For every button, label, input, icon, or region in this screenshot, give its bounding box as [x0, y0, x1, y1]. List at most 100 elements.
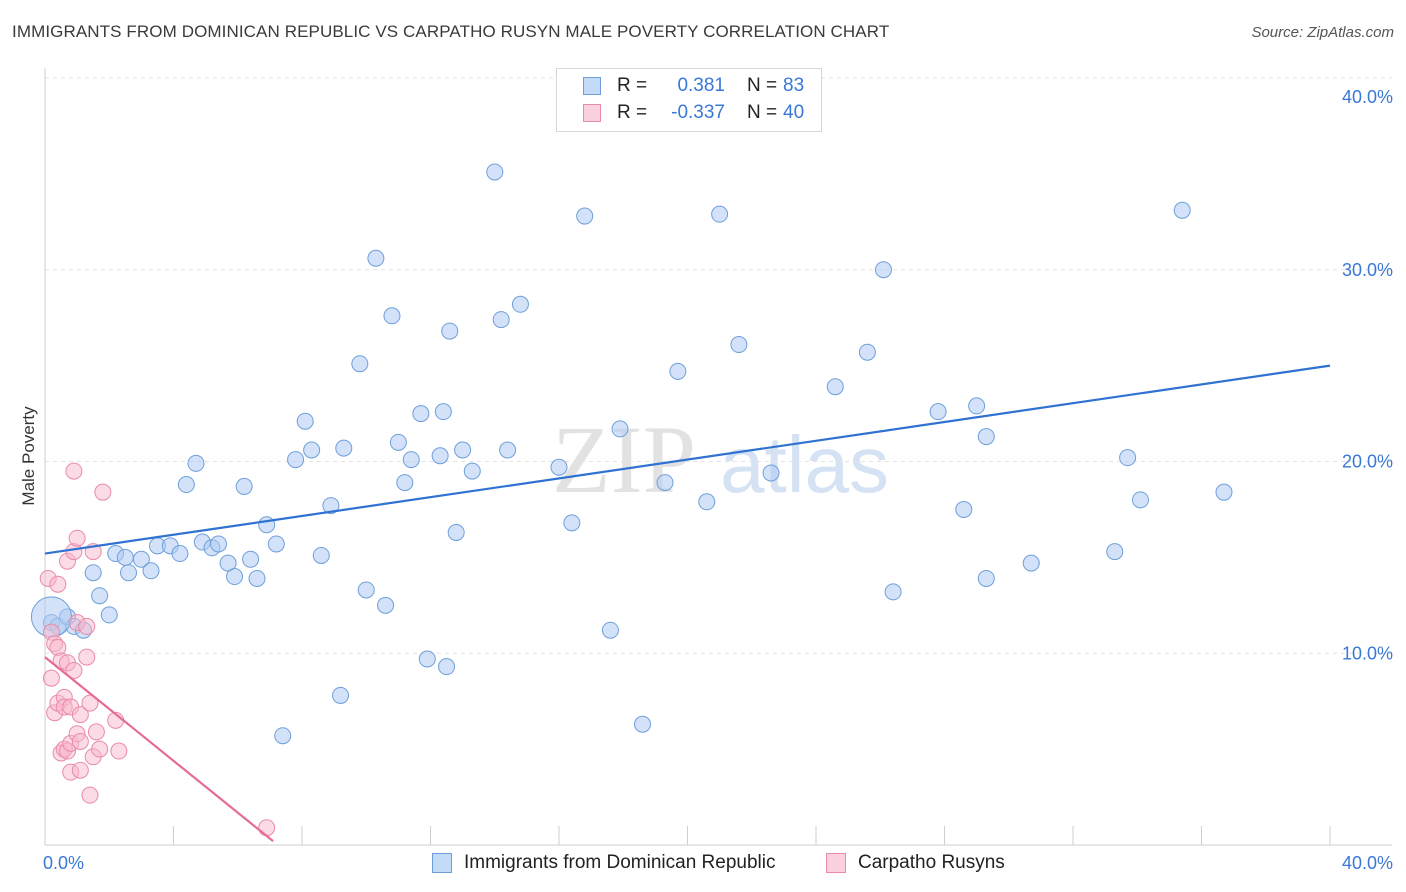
data-point-rusyn	[78, 648, 96, 666]
legend-r-value: 0.381	[677, 75, 725, 96]
legend-swatch-pink	[826, 853, 846, 873]
data-point-dominican	[486, 163, 504, 181]
x-tick-label: 0.0%	[43, 853, 84, 873]
data-point-dominican	[120, 564, 138, 582]
data-point-dominican	[332, 686, 350, 704]
data-point-rusyn	[71, 706, 89, 724]
data-point-dominican	[132, 550, 150, 568]
legend-row-rusyn: R = -0.337 N = 40	[583, 100, 804, 126]
data-point-dominican	[977, 428, 995, 446]
data-point-rusyn	[258, 819, 276, 837]
data-point-dominican	[762, 464, 780, 482]
legend-n-label: N =	[747, 75, 778, 96]
data-point-dominican	[511, 295, 529, 313]
data-point-dominican	[335, 439, 353, 457]
data-point-dominican	[187, 454, 205, 472]
data-point-dominican	[929, 403, 947, 421]
data-point-dominican	[322, 497, 340, 515]
data-point-dominican	[463, 462, 481, 480]
data-point-rusyn	[78, 617, 96, 635]
legend-r-value: -0.337	[671, 102, 725, 123]
data-point-dominican	[418, 650, 436, 668]
data-point-dominican	[499, 441, 517, 459]
data-point-dominican	[116, 548, 134, 566]
legend-swatch-pink	[583, 104, 601, 122]
legend-label-dominican: Immigrants from Dominican Republic	[464, 852, 776, 873]
data-point-dominican	[383, 307, 401, 325]
data-point-dominican	[351, 355, 369, 373]
data-point-rusyn	[81, 786, 99, 804]
data-point-dominican	[402, 451, 420, 469]
data-point-dominican	[669, 362, 687, 380]
data-point-dominican	[235, 477, 253, 495]
stats-legend: R = 0.381 N = 83 R = -0.337 N = 40	[556, 68, 822, 132]
data-point-dominican	[412, 405, 430, 423]
data-point-dominican	[267, 535, 285, 553]
y-tick-labels: 10.0% 20.0% 30.0% 40.0%	[1342, 87, 1393, 663]
data-point-dominican	[492, 311, 510, 329]
data-point-dominican	[303, 441, 321, 459]
data-point-dominican	[698, 493, 716, 511]
data-point-dominican	[563, 514, 581, 532]
data-point-dominican	[438, 658, 456, 676]
data-point-rusyn	[65, 662, 83, 680]
data-point-dominican	[730, 336, 748, 354]
data-point-rusyn	[94, 483, 112, 501]
data-point-dominican	[100, 606, 118, 624]
series-rusyn-points	[39, 462, 276, 837]
data-point-dominican	[1215, 483, 1233, 501]
data-point-rusyn	[71, 761, 89, 779]
series-dominican-points	[30, 163, 1233, 745]
series-legend: Immigrants from Dominican Republic Carpa…	[0, 852, 1406, 878]
data-point-rusyn	[91, 740, 109, 758]
y-tick-label: 20.0%	[1342, 452, 1393, 472]
data-point-dominican	[248, 569, 266, 587]
watermark: ZIP atlas	[552, 406, 889, 513]
data-point-dominican	[884, 583, 902, 601]
data-point-dominican	[431, 447, 449, 465]
legend-item-rusyn[interactable]: Carpatho Rusyns	[826, 852, 1005, 874]
axes	[44, 68, 1392, 846]
data-point-dominican	[296, 412, 314, 430]
data-point-dominican	[91, 587, 109, 605]
data-point-dominican	[177, 476, 195, 494]
data-point-rusyn	[110, 742, 128, 760]
data-point-rusyn	[68, 529, 86, 547]
data-point-dominican	[550, 458, 568, 476]
data-point-dominican	[377, 596, 395, 614]
x-tick-label: 40.0%	[1342, 853, 1393, 873]
data-point-rusyn	[65, 462, 83, 480]
data-point-dominican	[209, 535, 227, 553]
trend-line-dominican	[44, 364, 1331, 555]
data-point-dominican	[634, 715, 652, 733]
legend-swatch-blue	[432, 853, 452, 873]
data-point-dominican	[441, 322, 459, 340]
data-point-dominican	[142, 562, 160, 580]
legend-item-dominican[interactable]: Immigrants from Dominican Republic	[432, 852, 776, 874]
data-point-rusyn	[71, 732, 89, 750]
data-point-dominican	[389, 433, 407, 451]
data-point-dominican	[1173, 201, 1191, 219]
data-point-dominican	[396, 474, 414, 492]
trend-line-rusyn	[44, 656, 274, 843]
legend-label-rusyn: Carpatho Rusyns	[858, 852, 1005, 873]
data-point-dominican	[968, 397, 986, 415]
data-point-dominican	[274, 727, 292, 745]
data-point-rusyn	[81, 694, 99, 712]
data-point-dominican	[601, 621, 619, 639]
data-point-dominican	[977, 569, 995, 587]
data-point-dominican	[84, 564, 102, 582]
legend-n-value: 83	[783, 75, 805, 96]
legend-n-label: N =	[747, 102, 778, 123]
data-point-dominican	[826, 378, 844, 396]
data-point-dominican	[171, 545, 189, 563]
legend-row-dominican: R = 0.381 N = 83	[583, 73, 804, 99]
data-point-dominican	[1106, 543, 1124, 561]
data-point-dominican	[226, 568, 244, 586]
chart-title: IMMIGRANTS FROM DOMINICAN REPUBLIC VS CA…	[12, 22, 890, 41]
y-tick-label: 10.0%	[1342, 643, 1393, 663]
data-point-dominican	[955, 500, 973, 518]
source-note: Source: ZipAtlas.com	[1251, 24, 1394, 41]
data-point-dominican	[656, 474, 674, 492]
